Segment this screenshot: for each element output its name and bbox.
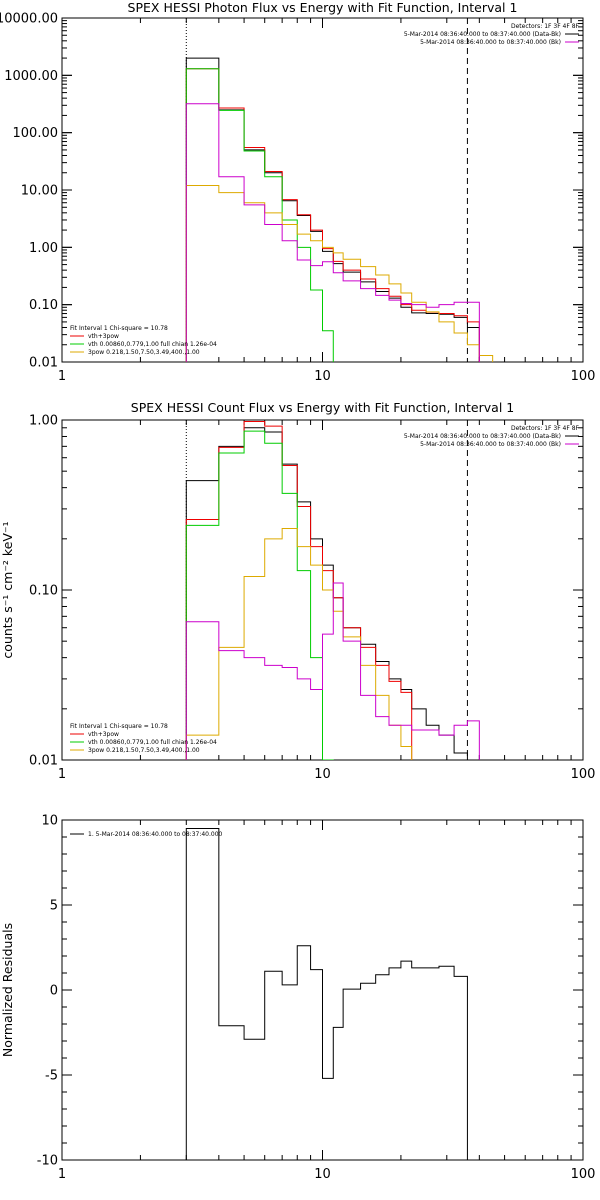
x-tick-label: 100 (571, 369, 596, 384)
legend-right: Detectors: 1F 3F 4F 8F5-Mar-2014 08:36:4… (404, 23, 580, 46)
series-line-1 (185, 420, 413, 760)
legend-entry: 5-Mar-2014 08:36:40.000 to 08:37:40.000 … (420, 39, 561, 46)
x-tick-label: 100 (571, 767, 596, 782)
legend-entry: 5-Mar-2014 08:36:40.000 to 08:37:40.000 … (404, 433, 561, 440)
photon-flux-panel: SPEX HESSI Photon Flux vs Energy with Fi… (0, 0, 595, 384)
y-tick-label: 1.00 (29, 241, 58, 256)
chart-title: SPEX HESSI Photon Flux vs Energy with Fi… (128, 0, 518, 15)
legend-right: Detectors: 1F 3F 4F 8F5-Mar-2014 08:36:4… (404, 425, 580, 448)
legend-entry: 3pow 0.218,1.50,7.50,3.49,400.,1.00 (88, 349, 200, 356)
legend-entry: vth+3pow (88, 333, 119, 340)
y-axis-label: counts s⁻¹ cm⁻² keV⁻¹ (0, 521, 15, 658)
x-tick-label: 10 (314, 369, 331, 384)
data-layer (185, 420, 480, 760)
legend-entry: 1. 5-Mar-2014 08:36:40.000 to 08:37:40.0… (88, 831, 223, 838)
x-tick-label: 100 (571, 1167, 596, 1182)
y-axis-label: Normalized Residuals (0, 923, 15, 1057)
legend-left: Fit Interval 1 Chi-square = 10.78vth+3po… (70, 723, 217, 754)
legend-left: Fit Interval 1 Chi-square = 10.78vth+3po… (70, 325, 217, 356)
y-axis: 0.01 0.10 1.00 (29, 414, 583, 769)
y-tick-label: 10000.00 (0, 12, 58, 27)
y-tick-label: 10.00 (21, 184, 58, 199)
x-axis: 1 10 100 (58, 18, 596, 384)
legend-entry: vth 0.00860,0.779,1.00 full chian 1.26e-… (88, 739, 217, 746)
series-line-2 (185, 68, 334, 362)
x-tick-label: 1 (58, 767, 66, 782)
legend-entry: vth 0.00860,0.779,1.00 full chian 1.26e-… (88, 341, 217, 348)
legend-entry: vth+3pow (88, 731, 119, 738)
y-tick-label: 1000.00 (4, 69, 58, 84)
residuals-panel: 1 10 100 -10 -5 0 5 10 Normalized Residuals 1. 5-… (0, 814, 595, 1183)
count-flux-panel: SPEX HESSI Count Flux vs Energy with Fit… (0, 400, 596, 782)
series-line-2 (185, 430, 334, 760)
legend-entry: 5-Mar-2014 08:36:40.000 to 08:37:40.000 … (420, 441, 561, 448)
legend: 1. 5-Mar-2014 08:36:40.000 to 08:37:40.0… (70, 831, 223, 838)
data-layer (185, 828, 468, 1160)
legend-entry: 5-Mar-2014 08:36:40.000 to 08:37:40.000 … (404, 31, 561, 38)
x-tick-label: 1 (58, 1167, 66, 1182)
series-line-3 (185, 184, 494, 362)
x-axis: 1 10 100 (58, 820, 596, 1182)
legend-detectors: Detectors: 1F 3F 4F 8F (511, 425, 580, 432)
chart-title: SPEX HESSI Count Flux vs Energy with Fit… (131, 400, 514, 415)
y-axis: -10 -5 0 5 10 (37, 814, 583, 1169)
legend-detectors: Detectors: 1F 3F 4F 8F (511, 23, 580, 30)
data-layer (185, 18, 494, 362)
y-tick-label: 0.10 (29, 584, 58, 599)
x-tick-label: 10 (314, 767, 331, 782)
y-tick-label: -5 (45, 1069, 58, 1084)
y-tick-label: 1.00 (29, 414, 58, 429)
y-tick-label: 5 (50, 899, 58, 914)
legend-entry: 3pow 0.218,1.50,7.50,3.49,400.,1.00 (88, 747, 200, 754)
x-tick-label: 1 (58, 369, 66, 384)
series-line-4 (185, 103, 480, 362)
y-tick-label: -10 (37, 1154, 58, 1169)
y-tick-label: 0.01 (29, 356, 58, 371)
legend-fit-header: Fit Interval 1 Chi-square = 10.78 (70, 325, 168, 332)
y-tick-label: 100.00 (13, 126, 59, 141)
y-tick-label: 0.10 (29, 298, 58, 313)
series-line-0 (185, 828, 468, 1160)
y-tick-label: 0 (50, 984, 58, 999)
y-tick-label: 10 (41, 814, 58, 829)
x-tick-label: 10 (314, 1167, 331, 1182)
x-axis: 1 10 100 (58, 420, 596, 782)
legend-fit-header: Fit Interval 1 Chi-square = 10.78 (70, 723, 168, 730)
series-line-4 (185, 582, 480, 760)
y-axis: 0.01 0.10 1.00 10.00 100.00 1000.00 10000.00 (0, 12, 583, 371)
y-tick-label: 0.01 (29, 754, 58, 769)
